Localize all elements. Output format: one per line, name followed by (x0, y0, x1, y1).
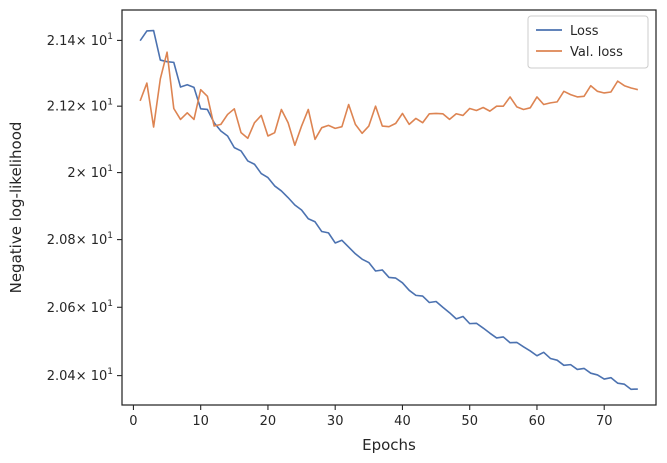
y-tick-mantissa: 2.12 (47, 100, 76, 115)
x-axis-label: Epochs (362, 436, 416, 454)
x-tick-label: 10 (192, 414, 209, 429)
y-tick-base: × 10 (76, 100, 108, 115)
y-tick-mantissa: 2.06 (47, 301, 76, 316)
legend-label-loss: Loss (570, 24, 599, 39)
y-tick-base: × 10 (76, 301, 108, 316)
y-tick-exponent: 1 (107, 231, 113, 241)
y-tick-mantissa: 2 (67, 166, 75, 181)
x-tick-label: 40 (394, 414, 411, 429)
x-tick-label: 30 (327, 414, 344, 429)
x-tick-label: 70 (596, 414, 613, 429)
y-tick-label: 2.12× 101 (47, 98, 113, 115)
y-tick-exponent: 1 (107, 299, 113, 309)
y-tick-exponent: 1 (107, 164, 113, 174)
x-tick-label: 0 (129, 414, 137, 429)
y-tick-label: 2.04× 101 (47, 367, 113, 384)
y-tick-mantissa: 2.04 (47, 369, 76, 384)
y-tick-label: 2.06× 101 (47, 299, 113, 316)
series-line-val-loss (139, 51, 639, 147)
plot-area-frame (121, 9, 657, 406)
legend: Loss Val. loss (527, 15, 649, 69)
series-line-loss (139, 29, 638, 391)
y-tick-base: × 10 (76, 166, 108, 181)
y-tick-base: × 10 (76, 369, 108, 384)
legend-box (527, 15, 649, 69)
y-tick-mantissa: 2.14 (47, 34, 76, 49)
y-tick-exponent: 1 (107, 367, 113, 377)
x-tick-label: 60 (529, 414, 546, 429)
y-tick-mantissa: 2.08 (47, 233, 76, 248)
x-tick-label: 20 (260, 414, 277, 429)
y-tick-base: × 10 (76, 233, 108, 248)
y-tick-label: 2.08× 101 (47, 231, 113, 248)
series-lines (139, 29, 639, 391)
x-tick-label: 50 (461, 414, 478, 429)
y-tick-label: 2.14× 101 (47, 32, 113, 49)
y-axis-label: Negative log-likelihood (7, 122, 25, 294)
legend-label-val-loss: Val. loss (570, 45, 623, 60)
y-tick-base: × 10 (76, 34, 108, 49)
y-tick-exponent: 1 (107, 32, 113, 42)
y-tick-exponent: 1 (107, 98, 113, 108)
y-tick-label: 2× 101 (67, 164, 113, 181)
